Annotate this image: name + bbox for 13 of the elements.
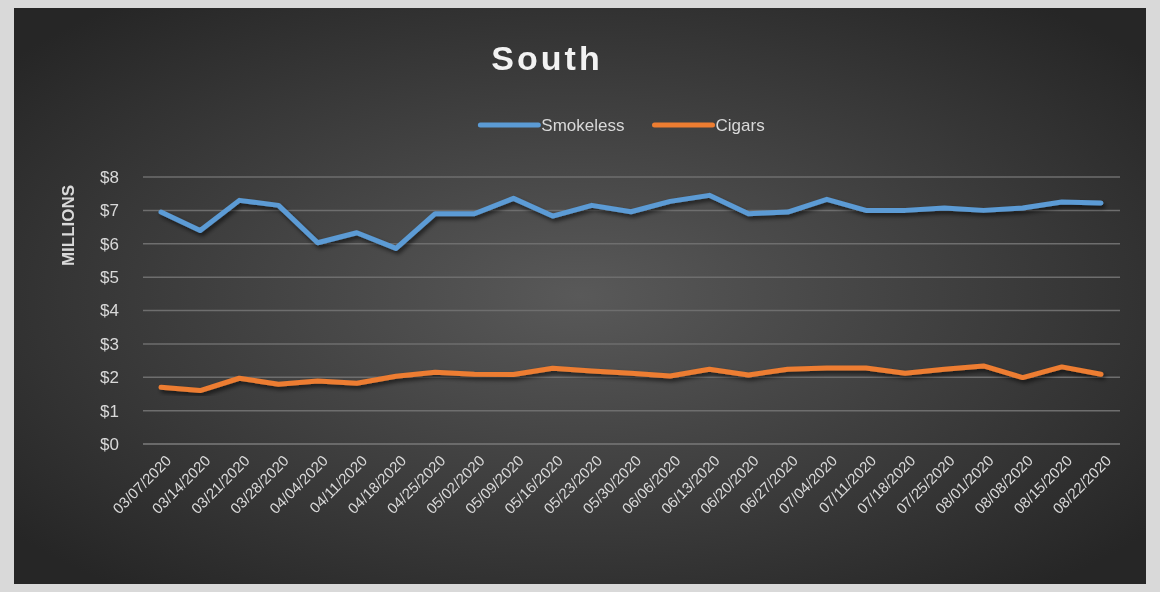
y-tick-label: $7 [100, 201, 119, 221]
y-tick-label: $2 [100, 368, 119, 388]
y-tick-label: $1 [100, 401, 119, 421]
y-tick-label: $5 [100, 268, 119, 288]
legend-label: Cigars [715, 115, 765, 135]
y-tick-label: $0 [100, 434, 119, 454]
y-tick-label: $6 [100, 234, 119, 254]
legend-label: Smokeless [541, 115, 625, 135]
y-tick-label: $3 [100, 334, 119, 354]
y-tick-label: $8 [100, 167, 119, 187]
y-tick-label: $4 [100, 301, 119, 321]
chart-title: South [491, 39, 603, 77]
y-axis-title: MILLIONS [59, 184, 78, 267]
